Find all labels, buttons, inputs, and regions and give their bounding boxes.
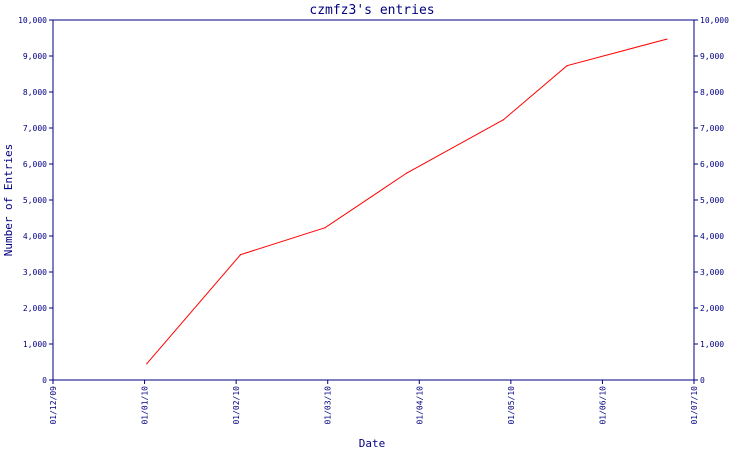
data-point	[146, 363, 148, 365]
y-tick-label-right: 8,000	[700, 88, 724, 97]
y-tick-label-left: 2,000	[23, 304, 47, 313]
y-tick-label-left: 8,000	[23, 88, 47, 97]
y-tick-label-left: 7,000	[23, 124, 47, 133]
y-tick-label-left: 6,000	[23, 160, 47, 169]
ticks: 0 0 1,000 1,000 2,000 2,000 3,000 3,000 4,000 4,0…	[18, 16, 729, 425]
y-tick-label-left: 3,000	[23, 268, 47, 277]
x-tick-label: 01/01/10	[141, 386, 150, 425]
data-point	[239, 254, 242, 256]
y-tick-label-left: 10,000	[18, 16, 47, 25]
data-point	[406, 172, 408, 174]
series-line	[146, 38, 667, 365]
x-tick-label: 01/02/10	[232, 386, 241, 425]
y-tick-label-right: 6,000	[700, 160, 724, 169]
y-tick-label-right: 5,000	[700, 196, 724, 205]
x-tick-label: 01/12/09	[49, 386, 58, 425]
y-tick-label-right: 3,000	[700, 268, 724, 277]
y-tick-label-left: 5,000	[23, 196, 47, 205]
chart-title: czmfz3's entries	[309, 3, 434, 18]
plot-area	[146, 38, 668, 365]
data-point	[324, 227, 326, 229]
x-tick-label: 01/06/10	[598, 386, 607, 425]
y-tick-label-left: 4,000	[23, 232, 47, 241]
y-tick-label-right: 1,000	[700, 340, 724, 349]
y-tick-label-left: 9,000	[23, 52, 47, 61]
y-tick-label-left: 0	[42, 376, 47, 385]
x-tick-label: 01/03/10	[324, 386, 333, 425]
y-tick-label-right: 10,000	[700, 16, 729, 25]
y-tick-label-right: 0	[700, 376, 705, 385]
x-tick-label: 01/05/10	[507, 386, 516, 425]
x-tick-label: 01/04/10	[415, 386, 424, 425]
y-tick-label-right: 7,000	[700, 124, 724, 133]
y-tick-label-right: 9,000	[700, 52, 724, 61]
y-tick-label-right: 4,000	[700, 232, 724, 241]
y-tick-label-right: 2,000	[700, 304, 724, 313]
y-tick-label-left: 1,000	[23, 340, 47, 349]
x-axis-title: Date	[359, 437, 386, 450]
data-point	[566, 65, 568, 67]
axes	[52, 19, 695, 381]
data-point	[666, 38, 668, 40]
data-point	[502, 119, 505, 121]
plot-frame	[52, 19, 695, 381]
x-tick-label: 01/07/10	[690, 386, 699, 425]
y-axis-title: Number of Entries	[2, 144, 15, 257]
